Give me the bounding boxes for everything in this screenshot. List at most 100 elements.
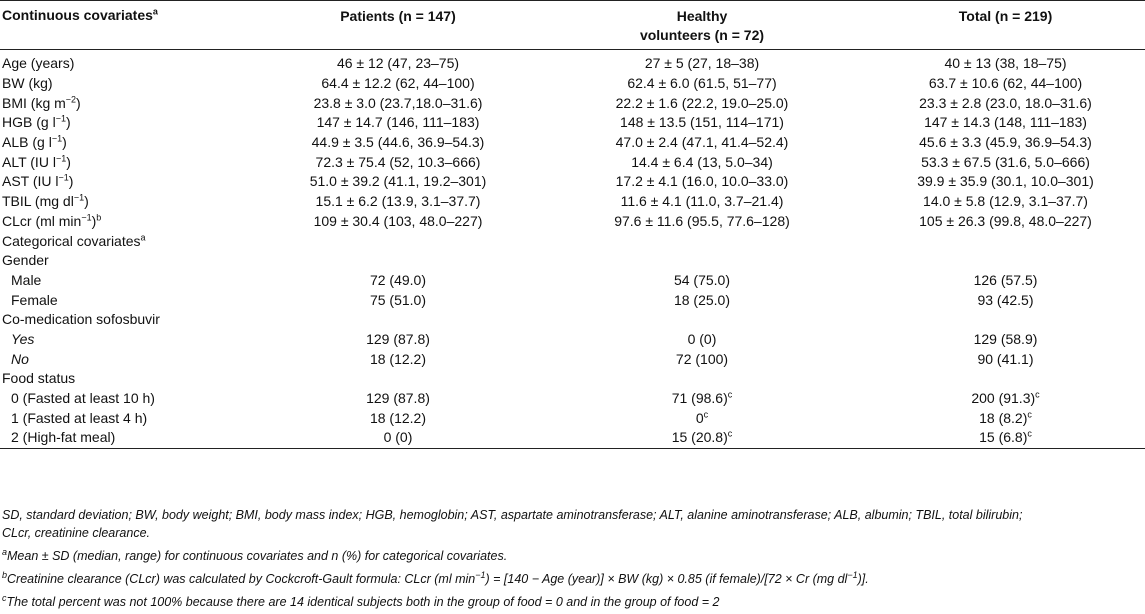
healthy-value: 148 ± 13.5 (151, 114–171) — [620, 114, 784, 131]
patients-value: 46 ± 12 (47, 23–75) — [336, 55, 460, 72]
row-label: BMI (kg m−2) — [2, 94, 81, 111]
patients-value: 44.9 ± 3.5 (44.6, 36.9–54.3) — [311, 134, 485, 151]
row-label: Food status — [2, 370, 76, 387]
patients-value: 147 ± 14.7 (146, 111–183) — [316, 114, 480, 131]
total-value: 129 (58.9) — [973, 330, 1038, 347]
healthy-value: 27 ± 5 (27, 18–38) — [644, 55, 760, 72]
footnote-b: bCreatinine clearance (CLcr) was calcula… — [2, 569, 869, 586]
row-label: AST (IU l−1) — [2, 172, 74, 190]
total-value — [866, 310, 1145, 330]
patients-value: 15.1 ± 6.2 (13.9, 3.1–37.7) — [315, 193, 481, 210]
group-row-food-status: Food status — [0, 369, 1145, 389]
total-value: 147 ± 14.3 (148, 111–183) — [924, 114, 1087, 131]
footnote-abbreviations: SD, standard deviation; BW, body weight;… — [2, 508, 1023, 540]
table-row: 2 (High-fat meal) 0 (0) 15 (20.8)c 15 (6… — [0, 428, 1145, 449]
healthy-value: 15 (20.8)c — [671, 428, 733, 446]
row-label: TBIL (mg dl−1) — [2, 192, 89, 210]
patients-value: 109 ± 30.4 (103, 48.0–227) — [313, 212, 483, 229]
header-continuous-covariates: Continuous covariatesa — [2, 6, 158, 23]
total-value — [866, 251, 1145, 271]
patients-value: 51.0 ± 39.2 (41.1, 19.2–301) — [309, 173, 487, 190]
healthy-value: 22.2 ± 1.6 (22.2, 19.0–25.0) — [615, 94, 789, 111]
patients-value: 18 (12.2) — [369, 350, 427, 367]
total-value: 39.9 ± 35.9 (30.1, 10.0–301) — [917, 173, 1094, 190]
total-value: 105 ± 26.3 (99.8, 48.0–227) — [919, 212, 1092, 229]
patients-value — [258, 369, 538, 389]
table-row: BMI (kg m−2) 23.8 ± 3.0 (23.7,18.0–31.6)… — [0, 93, 1145, 113]
row-label: ALT (IU l−1) — [2, 153, 71, 170]
patients-value: 23.8 ± 3.0 (23.7,18.0–31.6) — [313, 94, 483, 111]
total-value: 53.3 ± 67.5 (31.6, 5.0–666) — [921, 153, 1090, 170]
healthy-value: 11.6 ± 4.1 (11.0, 3.7–21.4) — [620, 193, 784, 210]
healthy-value: 71 (98.6)c — [671, 389, 733, 407]
healthy-value: 62.4 ± 6.0 (61.5, 51–77) — [627, 75, 777, 92]
table-row: TBIL (mg dl−1) 15.1 ± 6.2 (13.9, 3.1–37.… — [0, 192, 1145, 212]
total-value — [866, 369, 1145, 389]
section-row-categorical: Categorical covariatesa — [0, 231, 1145, 251]
total-value: 126 (57.5) — [973, 271, 1038, 288]
patients-value: 72.3 ± 75.4 (52, 10.3–666) — [315, 153, 481, 170]
group-row-comedication: Co-medication sofosbuvir — [0, 310, 1145, 330]
footnote-a: aMean ± SD (median, range) for continuou… — [2, 546, 508, 563]
total-value: 63.7 ± 10.6 (62, 44–100) — [928, 75, 1083, 92]
total-value: 14.0 ± 5.8 (12.9, 3.1–37.7) — [923, 193, 1088, 210]
table-row: No 18 (12.2) 72 (100) 90 (41.1) — [0, 349, 1145, 369]
row-label: Gender — [2, 252, 49, 269]
table-row: CLcr (ml min−1)b 109 ± 30.4 (103, 48.0–2… — [0, 212, 1145, 232]
row-label: CLcr (ml min−1)b — [2, 212, 102, 229]
table-row: 1 (Fasted at least 4 h) 18 (12.2) 0c 18 … — [0, 408, 1145, 428]
total-value: 200 (91.3)c — [971, 389, 1040, 407]
covariates-table: Continuous covariatesa Patients (n = 147… — [0, 0, 1145, 449]
healthy-value: 18 (25.0) — [673, 291, 731, 308]
total-value: 45.6 ± 3.3 (45.9, 36.9–54.3) — [919, 134, 1092, 151]
table-row: Yes 129 (87.8) 0 (0) 129 (58.9) — [0, 330, 1145, 350]
table-row: ALB (g l−1) 44.9 ± 3.5 (44.6, 36.9–54.3)… — [0, 133, 1145, 153]
patients-value: 72 (49.0) — [369, 271, 427, 288]
healthy-value: 97.6 ± 11.6 (95.5, 77.6–128) — [614, 212, 790, 229]
table-row: Female 75 (51.0) 18 (25.0) 93 (42.5) — [0, 290, 1145, 310]
row-label: Male — [11, 271, 42, 288]
patients-value: 0 (0) — [383, 429, 413, 446]
patients-value — [258, 231, 538, 251]
patients-value: 129 (87.8) — [366, 330, 430, 347]
row-label: Age (years) — [2, 55, 75, 72]
row-label: Yes — [11, 330, 35, 347]
table-header: Continuous covariatesa Patients (n = 147… — [0, 0, 1145, 50]
healthy-value — [538, 310, 866, 330]
healthy-value: 72 (100) — [675, 350, 729, 367]
total-value: 15 (6.8)c — [979, 428, 1032, 446]
healthy-value: 0c — [695, 409, 709, 426]
row-label: BW (kg) — [2, 75, 53, 92]
patients-value: 64.4 ± 12.2 (62, 44–100) — [321, 75, 475, 92]
table-body: Age (years) 46 ± 12 (47, 23–75) 27 ± 5 (… — [0, 50, 1145, 449]
total-value: 93 (42.5) — [977, 291, 1034, 308]
row-label: 1 (Fasted at least 4 h) — [11, 409, 148, 426]
table-row: AST (IU l−1) 51.0 ± 39.2 (41.1, 19.2–301… — [0, 172, 1145, 192]
total-value — [866, 231, 1145, 251]
table-footnotes: SD, standard deviation; BW, body weight;… — [2, 506, 1142, 611]
footnote-c: cThe total percent was not 100% because … — [2, 592, 720, 609]
row-label: No — [11, 350, 29, 367]
patients-value — [258, 251, 538, 271]
row-label: Co-medication sofosbuvir — [2, 311, 160, 328]
table-row: HGB (g l−1) 147 ± 14.7 (146, 111–183) 14… — [0, 113, 1145, 133]
table-row: ALT (IU l−1) 72.3 ± 75.4 (52, 10.3–666) … — [0, 152, 1145, 172]
patients-value: 18 (12.2) — [369, 409, 427, 426]
total-value: 40 ± 13 (38, 18–75) — [944, 55, 1067, 72]
healthy-value — [538, 369, 866, 389]
total-value: 18 (8.2)c — [979, 409, 1032, 426]
patients-value — [258, 310, 538, 330]
table-row: BW (kg) 64.4 ± 12.2 (62, 44–100) 62.4 ± … — [0, 74, 1145, 94]
healthy-value — [538, 251, 866, 271]
row-label: HGB (g l−1) — [2, 113, 71, 131]
healthy-value: 0 (0) — [687, 330, 717, 347]
total-value: 90 (41.1) — [977, 350, 1034, 367]
healthy-value: 14.4 ± 6.4 (13, 5.0–34) — [631, 153, 773, 170]
group-row-gender: Gender — [0, 251, 1145, 271]
row-label: Categorical covariatesa — [2, 231, 146, 249]
total-value: 23.3 ± 2.8 (23.0, 18.0–31.6) — [919, 94, 1092, 111]
header-patients: Patients (n = 147) — [340, 8, 456, 24]
row-label: Female — [11, 291, 58, 308]
table-row: 0 (Fasted at least 10 h) 129 (87.8) 71 (… — [0, 389, 1145, 409]
